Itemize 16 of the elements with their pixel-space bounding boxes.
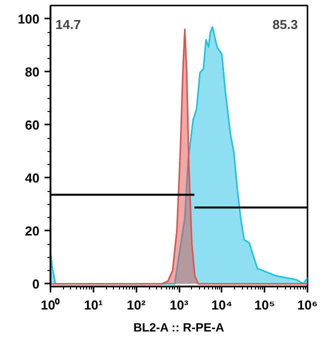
x-tick-label: 10³ (170, 298, 190, 312)
x-tick-label: 10⁴ (211, 298, 232, 312)
y-tick-label: 80 (25, 64, 40, 80)
annotation: 14.7 (56, 17, 81, 32)
x-tick-label: 10² (126, 298, 146, 312)
y-tick-label: 0 (32, 276, 40, 292)
x-tick-label: 10⁵ (254, 298, 275, 312)
x-tick-label: 10⁰ (40, 298, 60, 312)
x-tick-label: 10⁶ (297, 298, 318, 312)
y-tick-label: 100 (18, 11, 40, 26)
annotation: 85.3 (272, 17, 298, 32)
y-tick-label: 60 (25, 117, 40, 132)
x-tick-label: 10¹ (84, 298, 103, 312)
y-tick-label: 40 (25, 170, 40, 186)
x-axis-title: BL2-A :: R-PE-A (133, 320, 225, 334)
y-tick-label: 20 (25, 223, 40, 238)
